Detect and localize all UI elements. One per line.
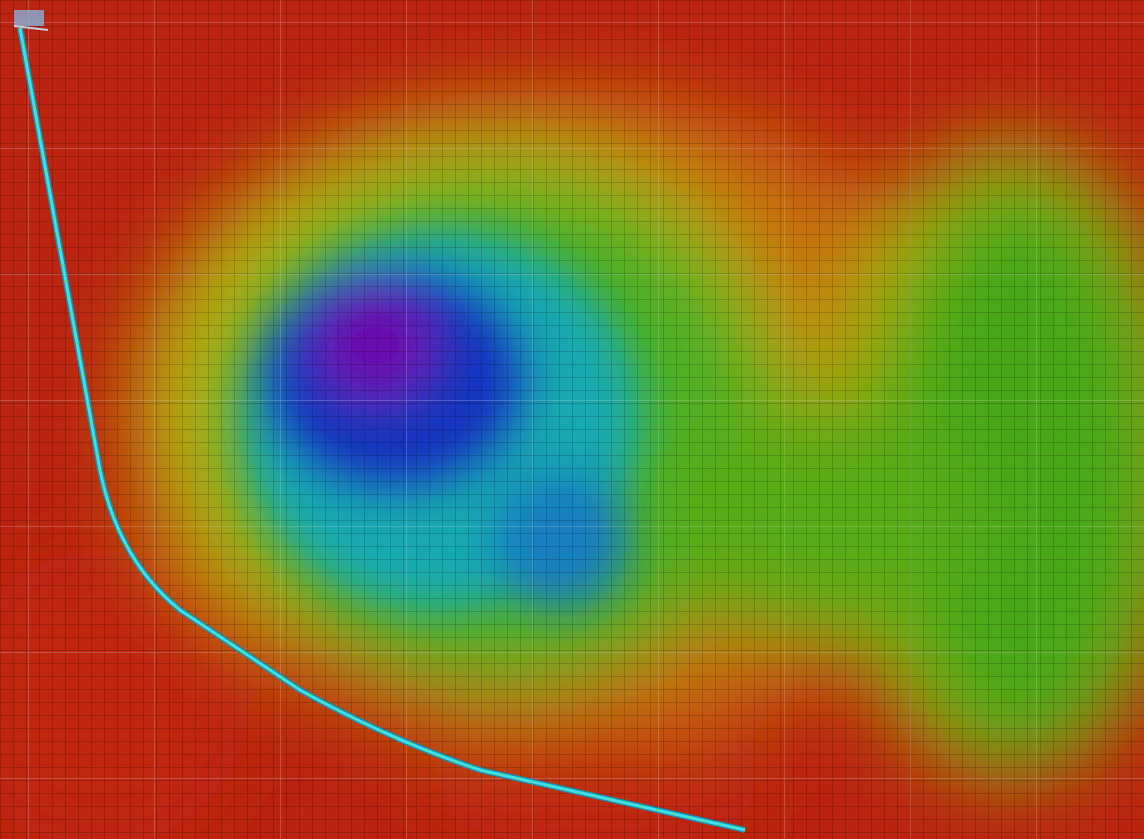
well-path <box>18 27 746 832</box>
rig-arm <box>13 25 49 31</box>
rig-icon <box>13 10 49 31</box>
rig-base <box>14 10 44 26</box>
